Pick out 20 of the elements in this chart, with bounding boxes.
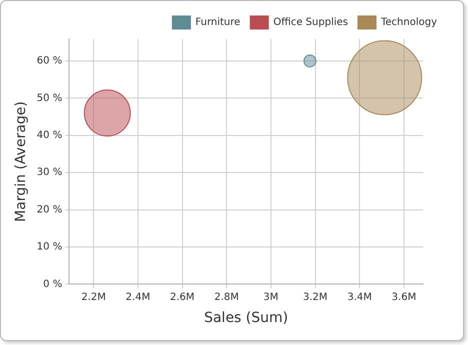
- x-tick-label: 2.2M: [81, 292, 106, 303]
- legend-label: Technology: [380, 17, 438, 28]
- x-tick-label: 2.8M: [214, 292, 239, 303]
- x-tick-label: 3.2M: [303, 292, 328, 303]
- legend-label: Office Supplies: [273, 17, 348, 28]
- y-axis-title: Margin (Average): [13, 101, 30, 222]
- y-tick-label: 50 %: [36, 92, 62, 104]
- legend-label: Furniture: [195, 17, 240, 28]
- x-axis-title: Sales (Sum): [204, 310, 288, 326]
- x-tick-label: 3M: [263, 292, 278, 303]
- y-tick-label: 20 %: [36, 204, 62, 216]
- y-tick-label: 60 %: [36, 56, 62, 67]
- y-tick-label: 40 %: [36, 130, 62, 141]
- y-tick-label: 30 %: [36, 167, 62, 178]
- x-tick-label: 3.6M: [392, 292, 416, 303]
- x-tick-label: 2.6M: [170, 292, 195, 303]
- x-tick-label: 3.4M: [347, 292, 372, 303]
- y-tick-label: 0 %: [43, 278, 62, 290]
- y-tick-label: 10 %: [36, 242, 62, 253]
- x-tick-label: 2.4M: [126, 292, 150, 303]
